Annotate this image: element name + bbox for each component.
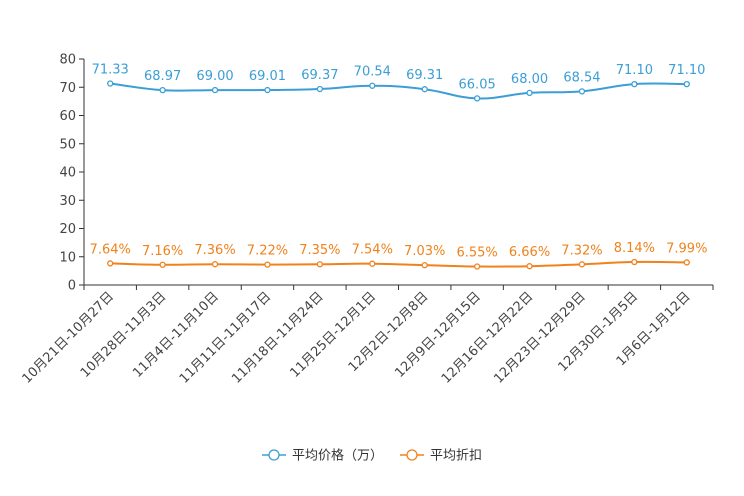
y-tick-label: 30 [59,194,76,209]
data-point[interactable] [316,261,324,268]
legend: 平均价格（万） 平均折扣 [262,448,482,464]
x-tick-label: 12月16日-12月22日 [439,289,536,386]
data-point[interactable] [159,261,166,268]
y-tick-label: 80 [59,53,76,68]
data-point[interactable] [316,85,324,93]
y-tick-label: 60 [59,109,76,124]
data-point[interactable] [369,82,376,89]
data-label: 7.64% [90,242,131,257]
data-label: 69.37 [301,68,338,83]
y-tick-label: 40 [59,166,76,181]
x-tick-label: 11月18日-11月24日 [229,289,326,386]
y-tick-label: 0 [68,279,76,294]
data-point[interactable] [211,86,219,94]
y-tick-label: 10 [59,250,76,265]
data-label: 7.32% [561,243,602,258]
data-point[interactable] [473,263,481,270]
data-point[interactable] [159,87,166,94]
data-point[interactable] [264,261,271,268]
data-point[interactable] [526,263,533,270]
data-label: 66.05 [459,77,496,92]
data-label: 7.36% [194,243,235,258]
data-label: 68.00 [511,72,548,87]
data-label: 7.16% [142,244,183,259]
data-point[interactable] [107,80,114,87]
y-tick-label: 50 [59,137,76,152]
legend-marker-icon [268,449,280,461]
data-point[interactable] [631,80,638,88]
legend-label: 平均折扣 [430,449,482,464]
data-label: 69.01 [249,69,286,84]
legend-item-average-price[interactable]: 平均价格（万） [262,448,383,464]
data-point[interactable] [631,258,638,266]
data-label: 7.54% [352,243,393,258]
data-label: 71.10 [616,63,653,78]
x-tick-label: 12月23日-12月29日 [491,289,588,386]
data-label: 69.00 [196,69,233,84]
data-label: 71.10 [668,63,705,78]
legend-label: 平均价格（万） [292,448,383,464]
data-point[interactable] [211,261,219,268]
data-point[interactable] [369,260,376,267]
data-point[interactable] [421,86,428,93]
data-point[interactable] [683,259,690,266]
data-point[interactable] [421,261,428,269]
data-label: 69.31 [406,68,443,83]
x-tick-label: 11月11日-11月17日 [177,289,274,386]
series-average-price: 71.33 68.97 69.00 69.01 69.37 70.54 69.31 66.05… [92,62,705,102]
data-point[interactable] [578,88,586,95]
data-point[interactable] [107,260,114,267]
data-label: 8.14% [614,241,655,256]
data-label: 7.22% [247,244,288,259]
series-layer: 71.33 68.97 69.00 69.01 69.37 70.54 69.31 66.05… [90,62,707,270]
series-line [110,260,687,268]
data-label: 71.33 [92,62,129,77]
data-point[interactable] [683,80,690,88]
data-point[interactable] [473,95,481,102]
data-label: 6.66% [509,245,550,260]
data-label: 68.54 [563,70,600,85]
data-label: 6.55% [456,245,497,260]
x-tick-label: 10月21日-10月27日 [20,289,117,386]
axes: 0102030405060708010月21日-10月27日10月28日-11月… [20,53,714,387]
data-point[interactable] [578,261,586,268]
data-label: 70.54 [354,65,391,80]
y-tick-label: 70 [59,81,76,96]
series-line [110,82,687,100]
data-label: 68.97 [144,69,181,84]
data-label: 7.03% [404,244,445,259]
data-point[interactable] [526,89,533,97]
legend-item-average-discount[interactable]: 平均折扣 [400,449,482,464]
legend-marker-icon [406,449,418,461]
data-point[interactable] [264,86,271,94]
data-label: 7.99% [666,241,707,256]
y-tick-label: 20 [59,222,76,237]
data-label: 7.35% [299,243,340,258]
series-average-discount: 7.64% 7.16% 7.36% 7.22% 7.35% 7.54% 7.03% 6.55%… [90,241,707,270]
